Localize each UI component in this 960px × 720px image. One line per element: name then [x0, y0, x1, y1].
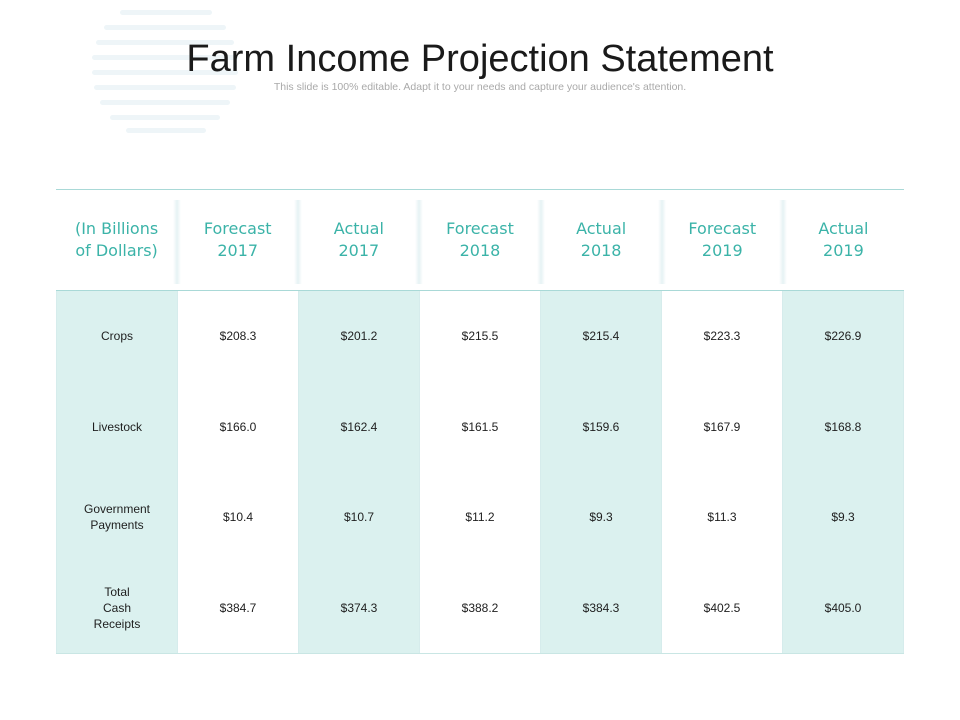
table-cell: $201.2	[340, 329, 378, 344]
table-cell: $11.2	[465, 510, 495, 525]
table-header-rule	[56, 290, 904, 291]
column-forecast-2018: $215.5 $161.5 $11.2 $388.2	[420, 291, 541, 653]
header-line: (In Billions	[74, 219, 159, 238]
table-cell: $162.4	[340, 419, 378, 434]
header-line: 2017	[338, 241, 380, 260]
table-cell: $223.3	[703, 329, 741, 344]
table-cell: $226.9	[824, 329, 862, 344]
table-cell: $384.3	[582, 600, 620, 615]
column-forecast-2019: $223.3 $167.9 $11.3 $402.5	[662, 291, 783, 653]
table-cell: $10.4	[222, 510, 254, 525]
header-line: Forecast	[688, 219, 757, 238]
header-actual-2018: Actual 2018	[536, 190, 662, 290]
header-line: 2019	[701, 241, 743, 260]
column-actual-2019: $226.9 $168.8 $9.3 $405.0	[783, 291, 904, 653]
table-cell: $9.3	[831, 510, 855, 525]
table-header-row: (In Billions of Dollars) Forecast 2017 Act…	[56, 190, 904, 290]
table-cell: $405.0	[824, 600, 862, 615]
table-top-rule	[56, 189, 904, 190]
header-line: 2019	[823, 241, 864, 260]
table-cell: $384.7	[219, 600, 257, 615]
header-line: Actual	[333, 219, 384, 238]
header-forecast-2019: Forecast 2019	[657, 190, 783, 290]
income-table: (In Billions of Dollars) Forecast 2017 Act…	[56, 189, 904, 654]
header-line: Actual	[576, 219, 627, 238]
table-cell: $11.3	[707, 510, 737, 525]
header-line: 2018	[580, 241, 622, 260]
page-subtitle: This slide is 100% editable. Adapt it to…	[273, 81, 687, 93]
table-cell: $388.2	[461, 600, 499, 615]
column-forecast-2017: $208.3 $166.0 $10.4 $384.7	[178, 291, 299, 653]
table-cell: $166.0	[219, 419, 257, 434]
decorative-stripes	[92, 8, 242, 136]
header-line: Forecast	[446, 219, 514, 238]
row-label-crops: Crops	[100, 329, 133, 344]
column-actual-2018: $215.4 $159.6 $9.3 $384.3	[541, 291, 662, 653]
table-cell: $159.6	[582, 419, 620, 434]
table-cell: $215.4	[582, 329, 620, 344]
header-line: Forecast	[203, 219, 272, 238]
header-line: 2017	[217, 241, 259, 260]
header-line: of Dollars)	[75, 241, 158, 260]
table-cell: $374.3	[340, 600, 378, 615]
row-label-column: Crops Livestock Government Payments Tota…	[56, 291, 178, 653]
table-body: Crops Livestock Government Payments Tota…	[56, 291, 904, 654]
header-units: (In Billions of Dollars)	[56, 190, 177, 290]
row-label-government-payments: Government Payments	[57, 472, 177, 563]
table-cell: $168.8	[824, 419, 862, 434]
header-forecast-2018: Forecast 2018	[415, 190, 540, 290]
table-cell: $208.3	[219, 329, 257, 344]
row-label-text: Total Cash Receipts	[93, 584, 141, 631]
header-actual-2017: Actual 2017	[294, 190, 419, 290]
row-label-livestock: Livestock	[91, 419, 143, 434]
table-cell: $9.3	[589, 510, 613, 525]
table-cell: $10.7	[343, 510, 375, 525]
row-label-total-cash-receipts: Total Cash Receipts	[57, 563, 177, 654]
table-cell: $402.5	[703, 600, 741, 615]
header-line: 2018	[459, 241, 501, 260]
page-title: Farm Income Projection Statement	[186, 38, 774, 80]
header-actual-2019: Actual 2019	[778, 190, 904, 290]
table-cell: $215.5	[461, 329, 499, 344]
row-label-text: Government Payments	[83, 502, 151, 533]
column-actual-2017: $201.2 $162.4 $10.7 $374.3	[299, 291, 420, 653]
header-forecast-2017: Forecast 2017	[173, 190, 298, 290]
table-cell: $161.5	[461, 419, 499, 434]
header-line: Actual	[818, 219, 869, 238]
table-cell: $167.9	[703, 419, 741, 434]
